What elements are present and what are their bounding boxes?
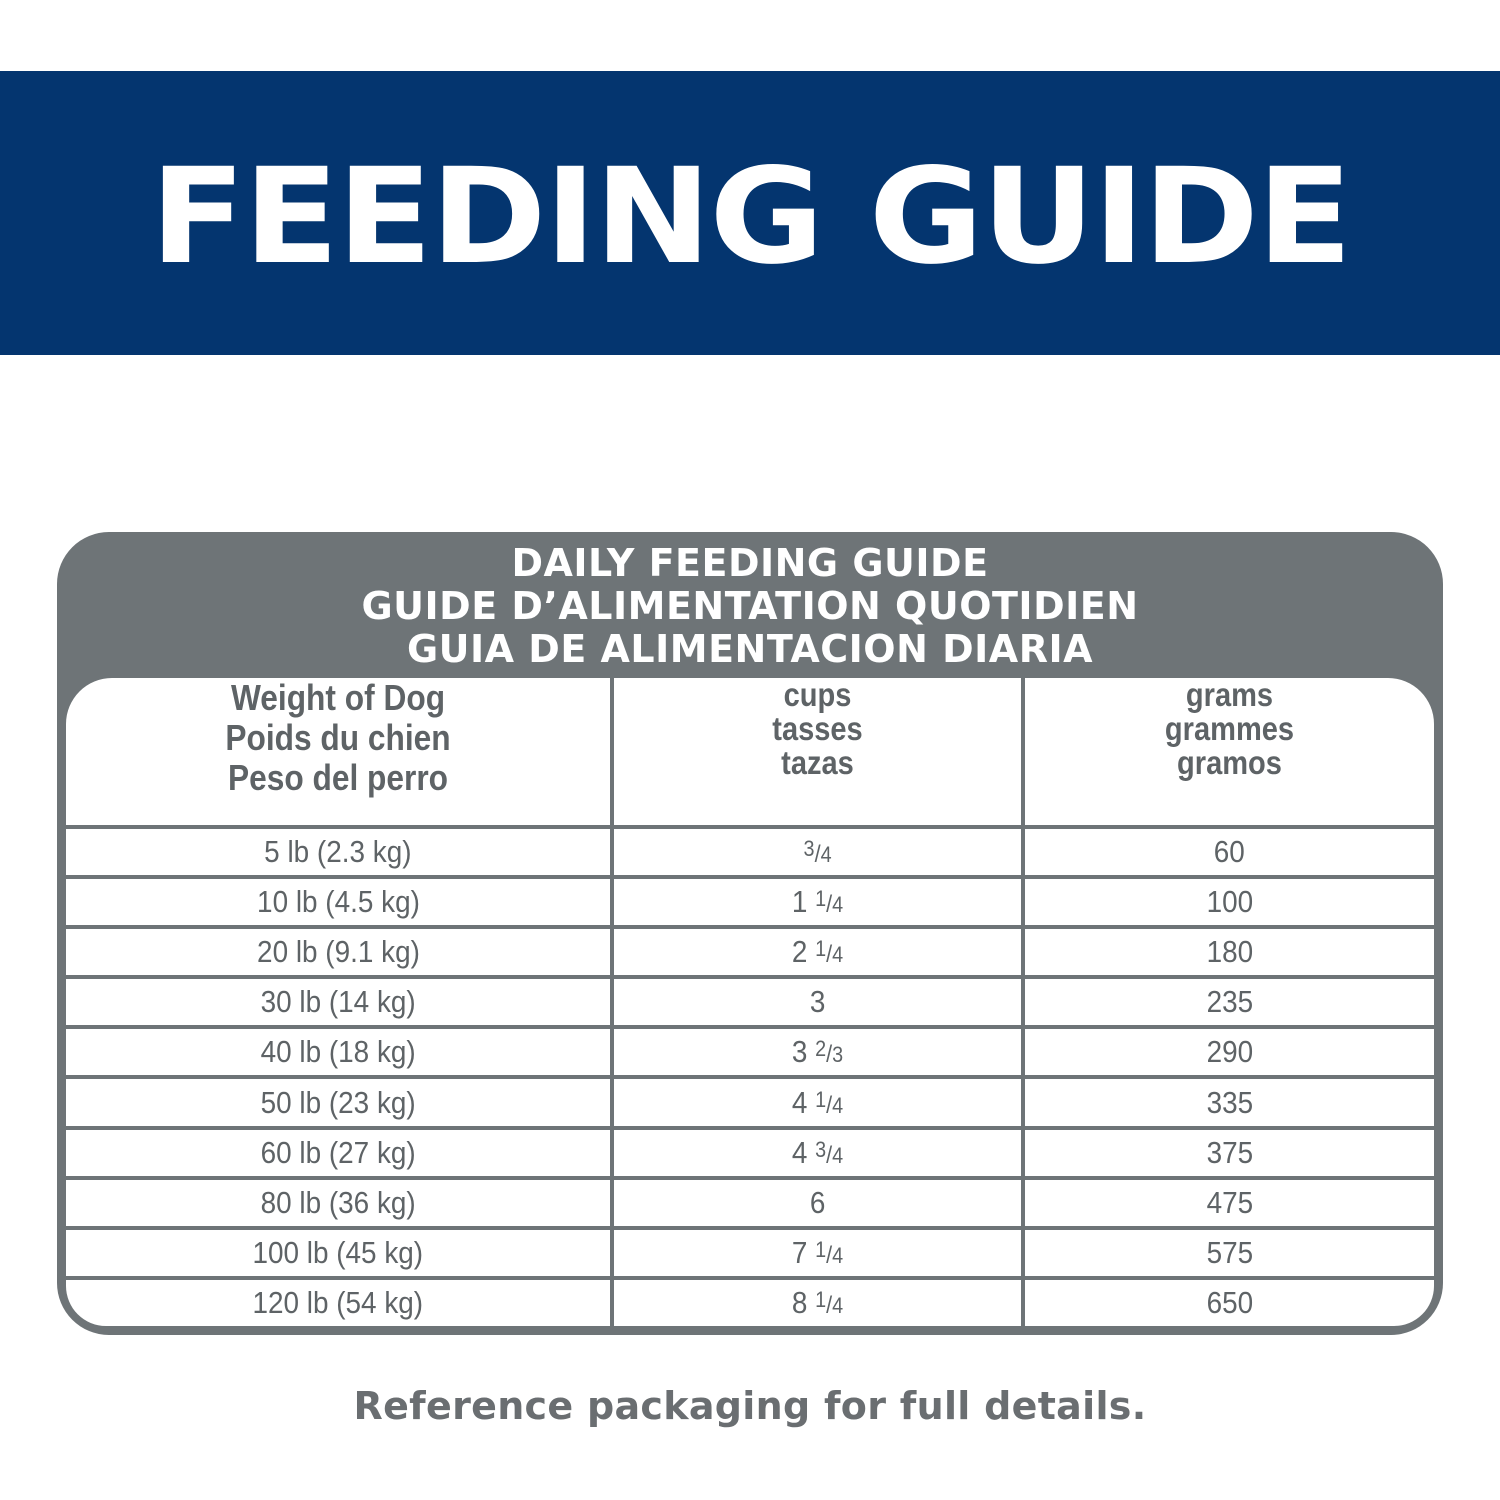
cell-weight: 120 lb (54 kg) <box>66 1275 612 1326</box>
card-title-spanish: GUIA DE ALIMENTACION DIARIA <box>406 627 1094 671</box>
feeding-table: Weight of Dog Poids du chien Peso del pe… <box>66 678 1434 1326</box>
cell-grams: 60 <box>1021 824 1434 878</box>
header-weight: Weight of Dog Poids du chien Peso del pe… <box>66 678 612 827</box>
feeding-table-container: Weight of Dog Poids du chien Peso del pe… <box>66 678 1434 1326</box>
header-cups-fr: tasses <box>772 710 863 747</box>
table-header-row: Weight of Dog Poids du chien Peso del pe… <box>66 678 1434 827</box>
cell-grams: 235 <box>1021 975 1434 1028</box>
cell-weight: 10 lb (4.5 kg) <box>66 875 612 928</box>
cell-cups: 2 1/4 <box>610 925 1023 978</box>
cell-weight: 50 lb (23 kg) <box>66 1075 612 1128</box>
table-row: 50 lb (23 kg) 4 1/4 335 <box>66 1075 1434 1128</box>
table-row: 40 lb (18 kg) 3 2/3 290 <box>66 1025 1434 1078</box>
table-row: 80 lb (36 kg) 6 475 <box>66 1175 1434 1228</box>
cell-grams: 290 <box>1021 1025 1434 1078</box>
cell-cups: 8 1/4 <box>610 1275 1023 1326</box>
reference-packaging-note: Reference packaging for full details. <box>353 1384 1147 1428</box>
cell-weight: 40 lb (18 kg) <box>66 1025 612 1078</box>
cell-cups: 7 1/4 <box>610 1225 1023 1278</box>
header-grams: grams grammes gramos <box>1021 678 1434 827</box>
cell-weight: 5 lb (2.3 kg) <box>66 824 612 878</box>
header-grams-en: grams <box>1185 678 1274 713</box>
header-cups-es: tazas <box>781 744 854 781</box>
feeding-guide-banner: FEEDING GUIDE <box>0 71 1500 355</box>
cell-grams: 375 <box>1021 1125 1434 1178</box>
table-row: 60 lb (27 kg) 4 3/4 375 <box>66 1125 1434 1178</box>
table-row: 10 lb (4.5 kg) 1 1/4 100 <box>66 875 1434 928</box>
header-weight-es: Peso del perro <box>227 757 449 798</box>
header-grams-es: gramos <box>1177 744 1282 781</box>
cell-cups: 4 3/4 <box>610 1125 1023 1178</box>
cell-cups: 6 <box>610 1175 1023 1228</box>
cell-grams: 100 <box>1021 875 1434 928</box>
header-grams-fr: grammes <box>1164 710 1295 747</box>
table-row: 120 lb (54 kg) 8 1/4 650 <box>66 1275 1434 1326</box>
cell-weight: 80 lb (36 kg) <box>66 1175 612 1228</box>
cell-grams: 335 <box>1021 1075 1434 1128</box>
cell-grams: 575 <box>1021 1225 1434 1278</box>
banner-title: FEEDING GUIDE <box>149 140 1352 294</box>
table-row: 30 lb (14 kg) 3 235 <box>66 975 1434 1028</box>
card-title-french: GUIDE D’ALIMENTATION QUOTIDIEN <box>361 584 1139 628</box>
cell-weight: 20 lb (9.1 kg) <box>66 925 612 978</box>
table-row: 5 lb (2.3 kg) 3/4 60 <box>66 824 1434 878</box>
cell-cups: 3 <box>610 975 1023 1028</box>
cell-cups: 3 2/3 <box>610 1025 1023 1078</box>
cell-weight: 30 lb (14 kg) <box>66 975 612 1028</box>
daily-feeding-guide-card: DAILY FEEDING GUIDE GUIDE D’ALIMENTATION… <box>57 532 1443 1335</box>
header-weight-fr: Poids du chien <box>225 717 451 758</box>
header-weight-en: Weight of Dog <box>230 678 446 718</box>
cell-cups: 4 1/4 <box>610 1075 1023 1128</box>
cell-grams: 650 <box>1021 1275 1434 1326</box>
card-title: DAILY FEEDING GUIDE GUIDE D’ALIMENTATION… <box>57 542 1443 671</box>
cell-grams: 475 <box>1021 1175 1434 1228</box>
table-row: 20 lb (9.1 kg) 2 1/4 180 <box>66 925 1434 978</box>
cell-cups: 3/4 <box>610 824 1023 878</box>
cell-weight: 60 lb (27 kg) <box>66 1125 612 1178</box>
header-cups-en: cups <box>783 678 852 713</box>
cell-cups: 1 1/4 <box>610 875 1023 928</box>
card-title-english: DAILY FEEDING GUIDE <box>511 541 989 585</box>
cell-weight: 100 lb (45 kg) <box>66 1225 612 1278</box>
cell-grams: 180 <box>1021 925 1434 978</box>
header-cups: cups tasses tazas <box>610 678 1023 827</box>
table-row: 100 lb (45 kg) 7 1/4 575 <box>66 1225 1434 1278</box>
